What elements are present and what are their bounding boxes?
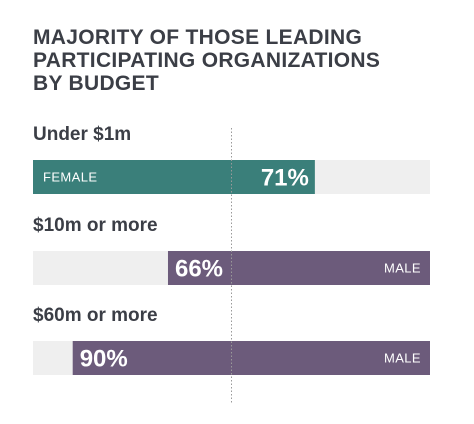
chart-title-line-2: PARTICIPATING ORGANIZATIONS — [33, 49, 381, 72]
data-label: 90% — [80, 346, 128, 373]
category-label: $10m or more — [33, 215, 158, 236]
category-label: Under $1m — [33, 124, 131, 145]
bar — [33, 160, 315, 194]
bar-gender-label: MALE — [384, 261, 421, 276]
bar — [72, 341, 430, 375]
bar-gender-label: MALE — [384, 351, 421, 366]
data-label: 71% — [261, 165, 309, 192]
chart-title: MAJORITY OF THOSE LEADING PARTICIPATING … — [33, 26, 453, 95]
category-label: $60m or more — [33, 305, 158, 326]
data-label: 66% — [175, 256, 223, 283]
chart-title-line-1: MAJORITY OF THOSE LEADING — [33, 26, 363, 49]
chart-title-line-3: BY BUDGET — [33, 72, 159, 95]
bar-gender-label: FEMALE — [43, 170, 97, 185]
bar — [167, 251, 431, 285]
